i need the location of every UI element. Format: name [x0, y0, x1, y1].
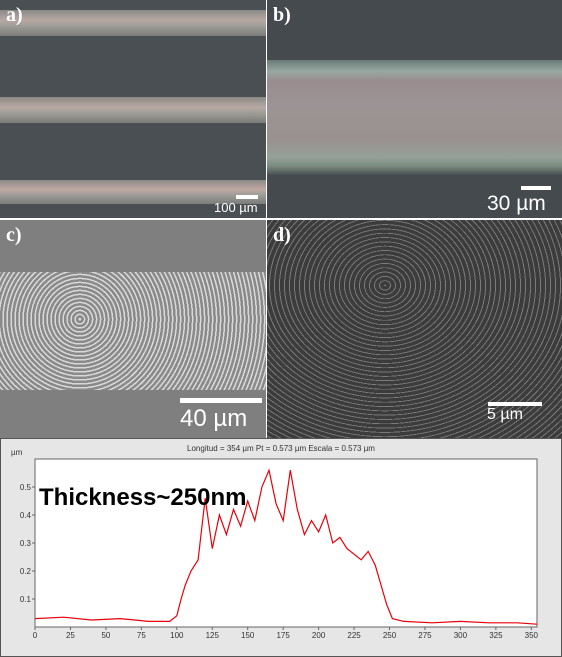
scale-label: 30 µm — [487, 192, 546, 215]
sem-micrograph-c: c) 40 µm — [0, 220, 266, 438]
panel-label: b) — [273, 4, 291, 26]
x-tick-label: 25 — [66, 631, 75, 640]
panel-label: d) — [273, 224, 291, 246]
y-axis-label: µm — [11, 448, 23, 457]
scale-bar — [236, 195, 258, 199]
x-tick-label: 125 — [206, 631, 220, 640]
profile-chart-svg: Longitud = 354 µm Pt = 0.573 µm Escala =… — [11, 444, 539, 640]
x-tick-label: 75 — [137, 631, 146, 640]
x-tick-label: 50 — [101, 631, 110, 640]
x-tick-label: 175 — [276, 631, 290, 640]
y-tick-label: 0.5 — [20, 483, 32, 492]
stripe — [267, 60, 562, 175]
chart-title: Longitud = 354 µm Pt = 0.573 µm Escala =… — [187, 444, 375, 453]
thickness-annotation: Thickness~250nm — [39, 484, 246, 511]
micrograph-b: b) 30 µm — [267, 0, 562, 218]
y-tick-label: 0.4 — [20, 511, 32, 520]
panel-label: a) — [6, 4, 23, 26]
stripe — [0, 272, 266, 390]
panel-label: c) — [6, 224, 22, 246]
scale-label: 100 µm — [214, 200, 258, 215]
x-tick-label: 350 — [525, 631, 539, 640]
plot-area — [34, 458, 538, 628]
x-tick-label: 100 — [170, 631, 184, 640]
x-tick-label: 250 — [383, 631, 397, 640]
y-tick-label: 0.2 — [20, 567, 32, 576]
x-tick-label: 0 — [33, 631, 38, 640]
x-tick-label: 225 — [347, 631, 361, 640]
stripe — [0, 97, 266, 123]
scale-bar — [521, 186, 551, 190]
scale-bar — [180, 398, 262, 403]
sem-micrograph-d: d) 5 µm — [267, 220, 562, 438]
x-tick-label: 300 — [454, 631, 468, 640]
y-tick-label: 0.3 — [20, 539, 32, 548]
x-tick-label: 150 — [241, 631, 255, 640]
x-tick-label: 325 — [489, 631, 503, 640]
micrograph-a: a) 100 µm — [0, 0, 266, 218]
profile-line — [34, 468, 538, 625]
stripe — [0, 10, 266, 36]
x-tick-label: 275 — [418, 631, 432, 640]
profile-chart: Longitud = 354 µm Pt = 0.573 µm Escala =… — [0, 438, 562, 657]
scale-bar — [488, 402, 542, 406]
stripe — [0, 180, 266, 204]
y-tick-label: 0.1 — [20, 595, 32, 604]
scale-label: 5 µm — [487, 406, 523, 423]
x-tick-label: 200 — [312, 631, 326, 640]
scale-label: 40 µm — [180, 405, 248, 432]
